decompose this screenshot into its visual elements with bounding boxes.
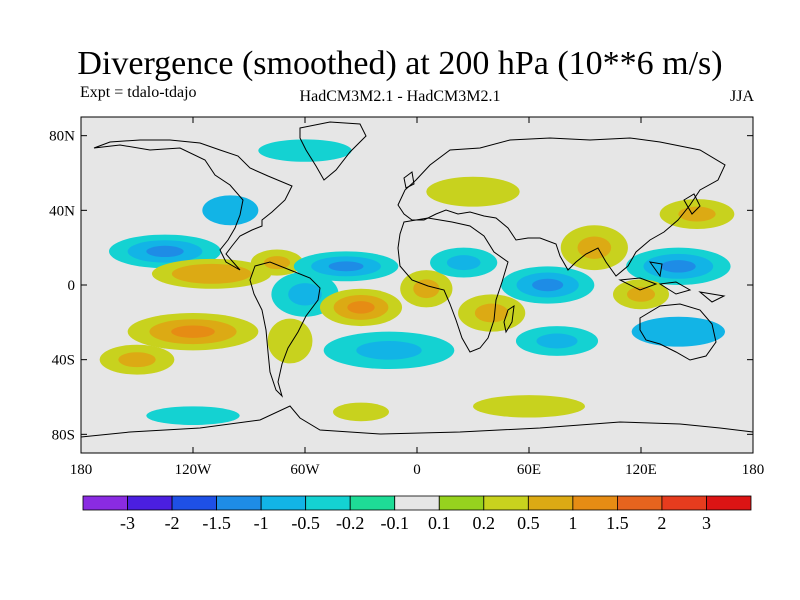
field-s-indian-pos-core1 bbox=[474, 303, 509, 323]
colorbar-label: 0.2 bbox=[473, 513, 496, 533]
field-s-ocean-pos2 bbox=[333, 402, 389, 422]
colorbar-label: 1 bbox=[568, 513, 577, 533]
field-w-pacific-neg-core2 bbox=[660, 260, 696, 273]
field-s-america-pos bbox=[267, 318, 313, 364]
coastline-layer bbox=[81, 121, 753, 438]
colorbar-label: -0.2 bbox=[336, 513, 365, 533]
lat-label: 40N bbox=[49, 203, 75, 219]
colorbar-label: -0.1 bbox=[380, 513, 409, 533]
field-s-ocean-pos bbox=[473, 395, 585, 418]
colorbar-label: -2 bbox=[165, 513, 180, 533]
axis-ticks bbox=[80, 117, 754, 453]
field-n-america-neg bbox=[202, 195, 259, 226]
lon-label: 120W bbox=[175, 462, 213, 478]
colorbar-label: 3 bbox=[702, 513, 711, 533]
lon-label: 60E bbox=[517, 462, 541, 478]
field-caribbean-pos-core1 bbox=[263, 256, 291, 270]
lon-label: 0 bbox=[413, 462, 421, 478]
lon-label: 120E bbox=[625, 462, 657, 478]
field-se-pacific-pos-core1 bbox=[118, 352, 156, 368]
field-eurasia-pos bbox=[426, 176, 520, 207]
colorbar-label: -1 bbox=[254, 513, 269, 533]
coast-japan bbox=[683, 193, 701, 215]
field-s-ocean-neg bbox=[146, 406, 240, 425]
colorbar-swatch bbox=[349, 495, 396, 511]
divergence-field-layer bbox=[99, 139, 735, 425]
colorbar-swatch bbox=[260, 495, 307, 511]
colorbar-label: 1.5 bbox=[606, 513, 629, 533]
coast-africa bbox=[397, 217, 509, 353]
lat-label: 80N bbox=[49, 129, 75, 145]
colorbar-swatch bbox=[394, 495, 440, 511]
colorbar-label: 2 bbox=[657, 513, 666, 533]
colorbar-swatch bbox=[305, 495, 351, 511]
colorbar-swatch bbox=[127, 495, 173, 511]
colorbar-swatch bbox=[661, 495, 707, 511]
experiment-label: Expt = tdalo-tdajo bbox=[80, 84, 197, 101]
colorbar-swatch bbox=[617, 495, 663, 511]
field-e-pacific-pos-core2 bbox=[191, 268, 232, 279]
coast-antarctica bbox=[81, 405, 753, 438]
colorbar-label: -1.5 bbox=[202, 513, 231, 533]
field-s-atlantic-neg-core1 bbox=[356, 341, 422, 360]
colorbar-swatch bbox=[483, 495, 529, 511]
coast-south-america bbox=[249, 261, 321, 398]
field-sw-atlantic-pos-core2 bbox=[347, 301, 375, 314]
coast-uk bbox=[403, 171, 415, 189]
lon-label: 60W bbox=[290, 462, 320, 478]
field-n-pacific-neg-core2 bbox=[146, 245, 184, 257]
lon-label: 180 bbox=[742, 462, 765, 478]
colorbar-swatch bbox=[438, 495, 485, 511]
field-amazon-neg-core1 bbox=[288, 283, 322, 306]
field-australia-neg bbox=[631, 316, 725, 347]
model-label: HadCM3M2.1 - HadCM3M2.1 bbox=[299, 88, 501, 105]
plot-title: Divergence (smoothed) at 200 hPa (10**6 … bbox=[77, 45, 723, 82]
colorbar-label: 0.5 bbox=[517, 513, 540, 533]
colorbar: -3 -2 -1.5 -1 -0.5 -0.2 -0.1 0.1 0.2 0.5 1 1.5 2 3 bbox=[82, 495, 752, 533]
colorbar-swatch bbox=[527, 495, 574, 511]
field-s-pacific-pos-core2 bbox=[171, 325, 215, 338]
lon-label: 180 bbox=[70, 462, 93, 478]
colorbar-swatch bbox=[171, 495, 217, 511]
field-w-africa-pos-core1 bbox=[413, 279, 440, 299]
lat-label: 80S bbox=[52, 427, 75, 443]
lat-label: 0 bbox=[68, 278, 76, 294]
colorbar-label: -0.5 bbox=[291, 513, 320, 533]
field-s-indian-neg-core1 bbox=[536, 333, 578, 349]
field-indian-neg-core2 bbox=[532, 278, 564, 292]
field-africa-neg-core1 bbox=[446, 255, 481, 271]
coast-eurasia bbox=[397, 137, 726, 277]
field-arctic-neg bbox=[258, 139, 352, 162]
field-indonesia-pos-core1 bbox=[627, 286, 655, 302]
colorbar-label: -3 bbox=[120, 513, 135, 533]
coast-greenland bbox=[299, 121, 367, 181]
axis-labels: 80N 40N 0 40S 80S 180 120W 60W 0 60E 120E 180 bbox=[49, 129, 764, 478]
coast-north-america bbox=[93, 139, 293, 271]
coast-indonesia bbox=[618, 261, 726, 303]
coast-australia bbox=[639, 303, 717, 361]
season-label: JJA bbox=[729, 88, 754, 105]
coast-madagascar bbox=[503, 304, 515, 334]
colorbar-swatch bbox=[216, 495, 262, 511]
field-asia-pos-core1 bbox=[577, 236, 612, 259]
lat-label: 40S bbox=[52, 353, 75, 369]
colorbar-swatch bbox=[82, 495, 128, 511]
colorbar-swatch bbox=[572, 495, 618, 511]
field-nw-pacific-pos-core1 bbox=[678, 206, 716, 222]
colorbar-label: 0.1 bbox=[428, 513, 451, 533]
field-trop-atlantic-neg-core2 bbox=[328, 261, 364, 272]
colorbar-swatch bbox=[706, 495, 752, 511]
